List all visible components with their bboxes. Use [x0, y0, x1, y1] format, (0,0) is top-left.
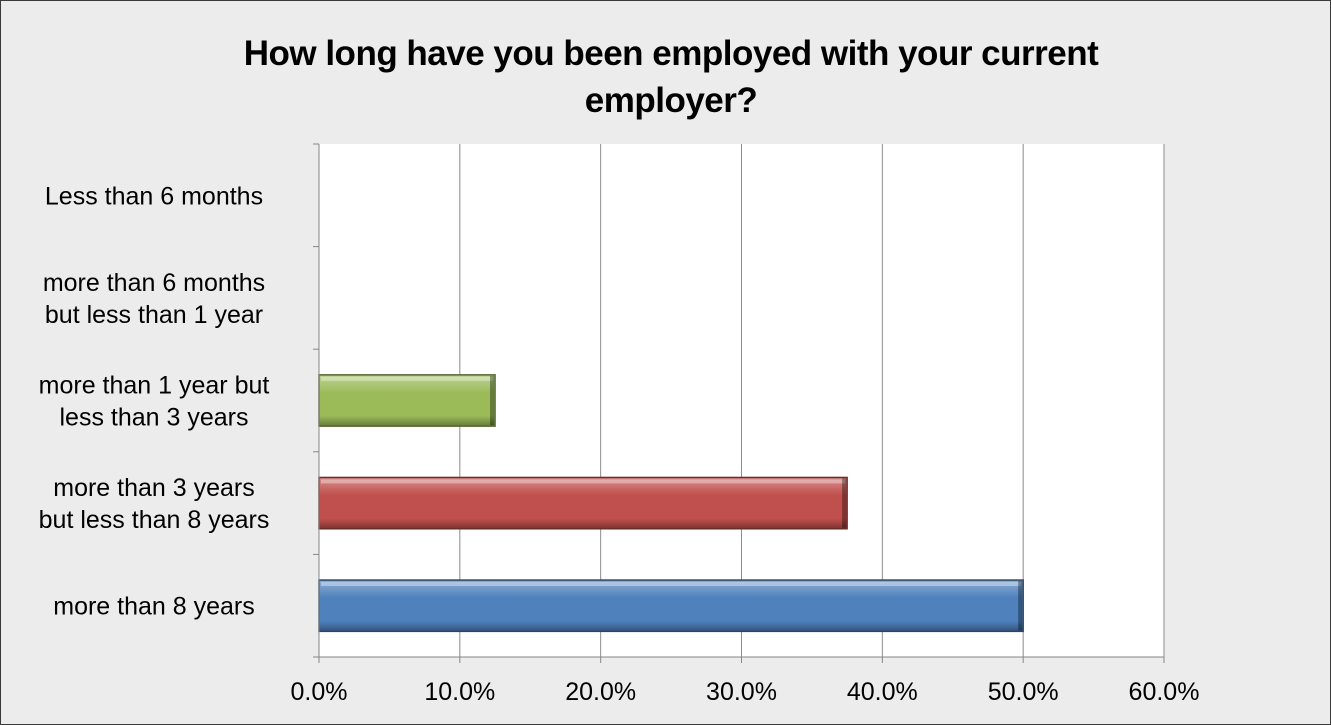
bar-end-shadow: [1018, 581, 1023, 631]
bars: [318, 374, 1024, 633]
x-tick-label: 0.0%: [291, 678, 348, 706]
category-label: but less than 1 year: [45, 301, 263, 329]
bar: [318, 579, 1024, 633]
category-label: less than 3 years: [60, 404, 249, 432]
bar-highlight: [321, 479, 846, 484]
bar-highlight: [321, 582, 1022, 587]
bar-end-shadow: [490, 375, 495, 426]
x-tick-label: 10.0%: [424, 678, 495, 706]
x-tick-label: 40.0%: [847, 678, 918, 706]
chart-title-line-2: employer?: [585, 81, 758, 120]
category-label: but less than 8 years: [39, 506, 270, 534]
chart-title-line-1: How long have you been employed with you…: [244, 34, 1099, 73]
bar-highlight: [321, 376, 494, 381]
category-label: more than 6 months: [43, 269, 265, 297]
x-tick-label: 60.0%: [1129, 678, 1200, 706]
gridlines: [459, 144, 1165, 657]
category-label: more than 3 years: [53, 474, 255, 502]
axes: [313, 143, 1165, 663]
x-tick-labels: 0.0% 10.0% 20.0% 30.0% 40.0% 50.0% 60.0%: [291, 678, 1200, 706]
bar-end-shadow: [842, 478, 847, 528]
bar: [318, 476, 848, 530]
category-label: Less than 6 months: [45, 182, 263, 210]
bar: [318, 374, 496, 427]
category-label: more than 1 year but: [39, 372, 270, 400]
x-tick-label: 20.0%: [565, 678, 636, 706]
x-tick-label: 30.0%: [706, 678, 777, 706]
category-labels: Less than 6 months more than 6 months but …: [39, 182, 270, 620]
category-label: more than 8 years: [53, 593, 255, 621]
x-tick-label: 50.0%: [988, 678, 1059, 706]
